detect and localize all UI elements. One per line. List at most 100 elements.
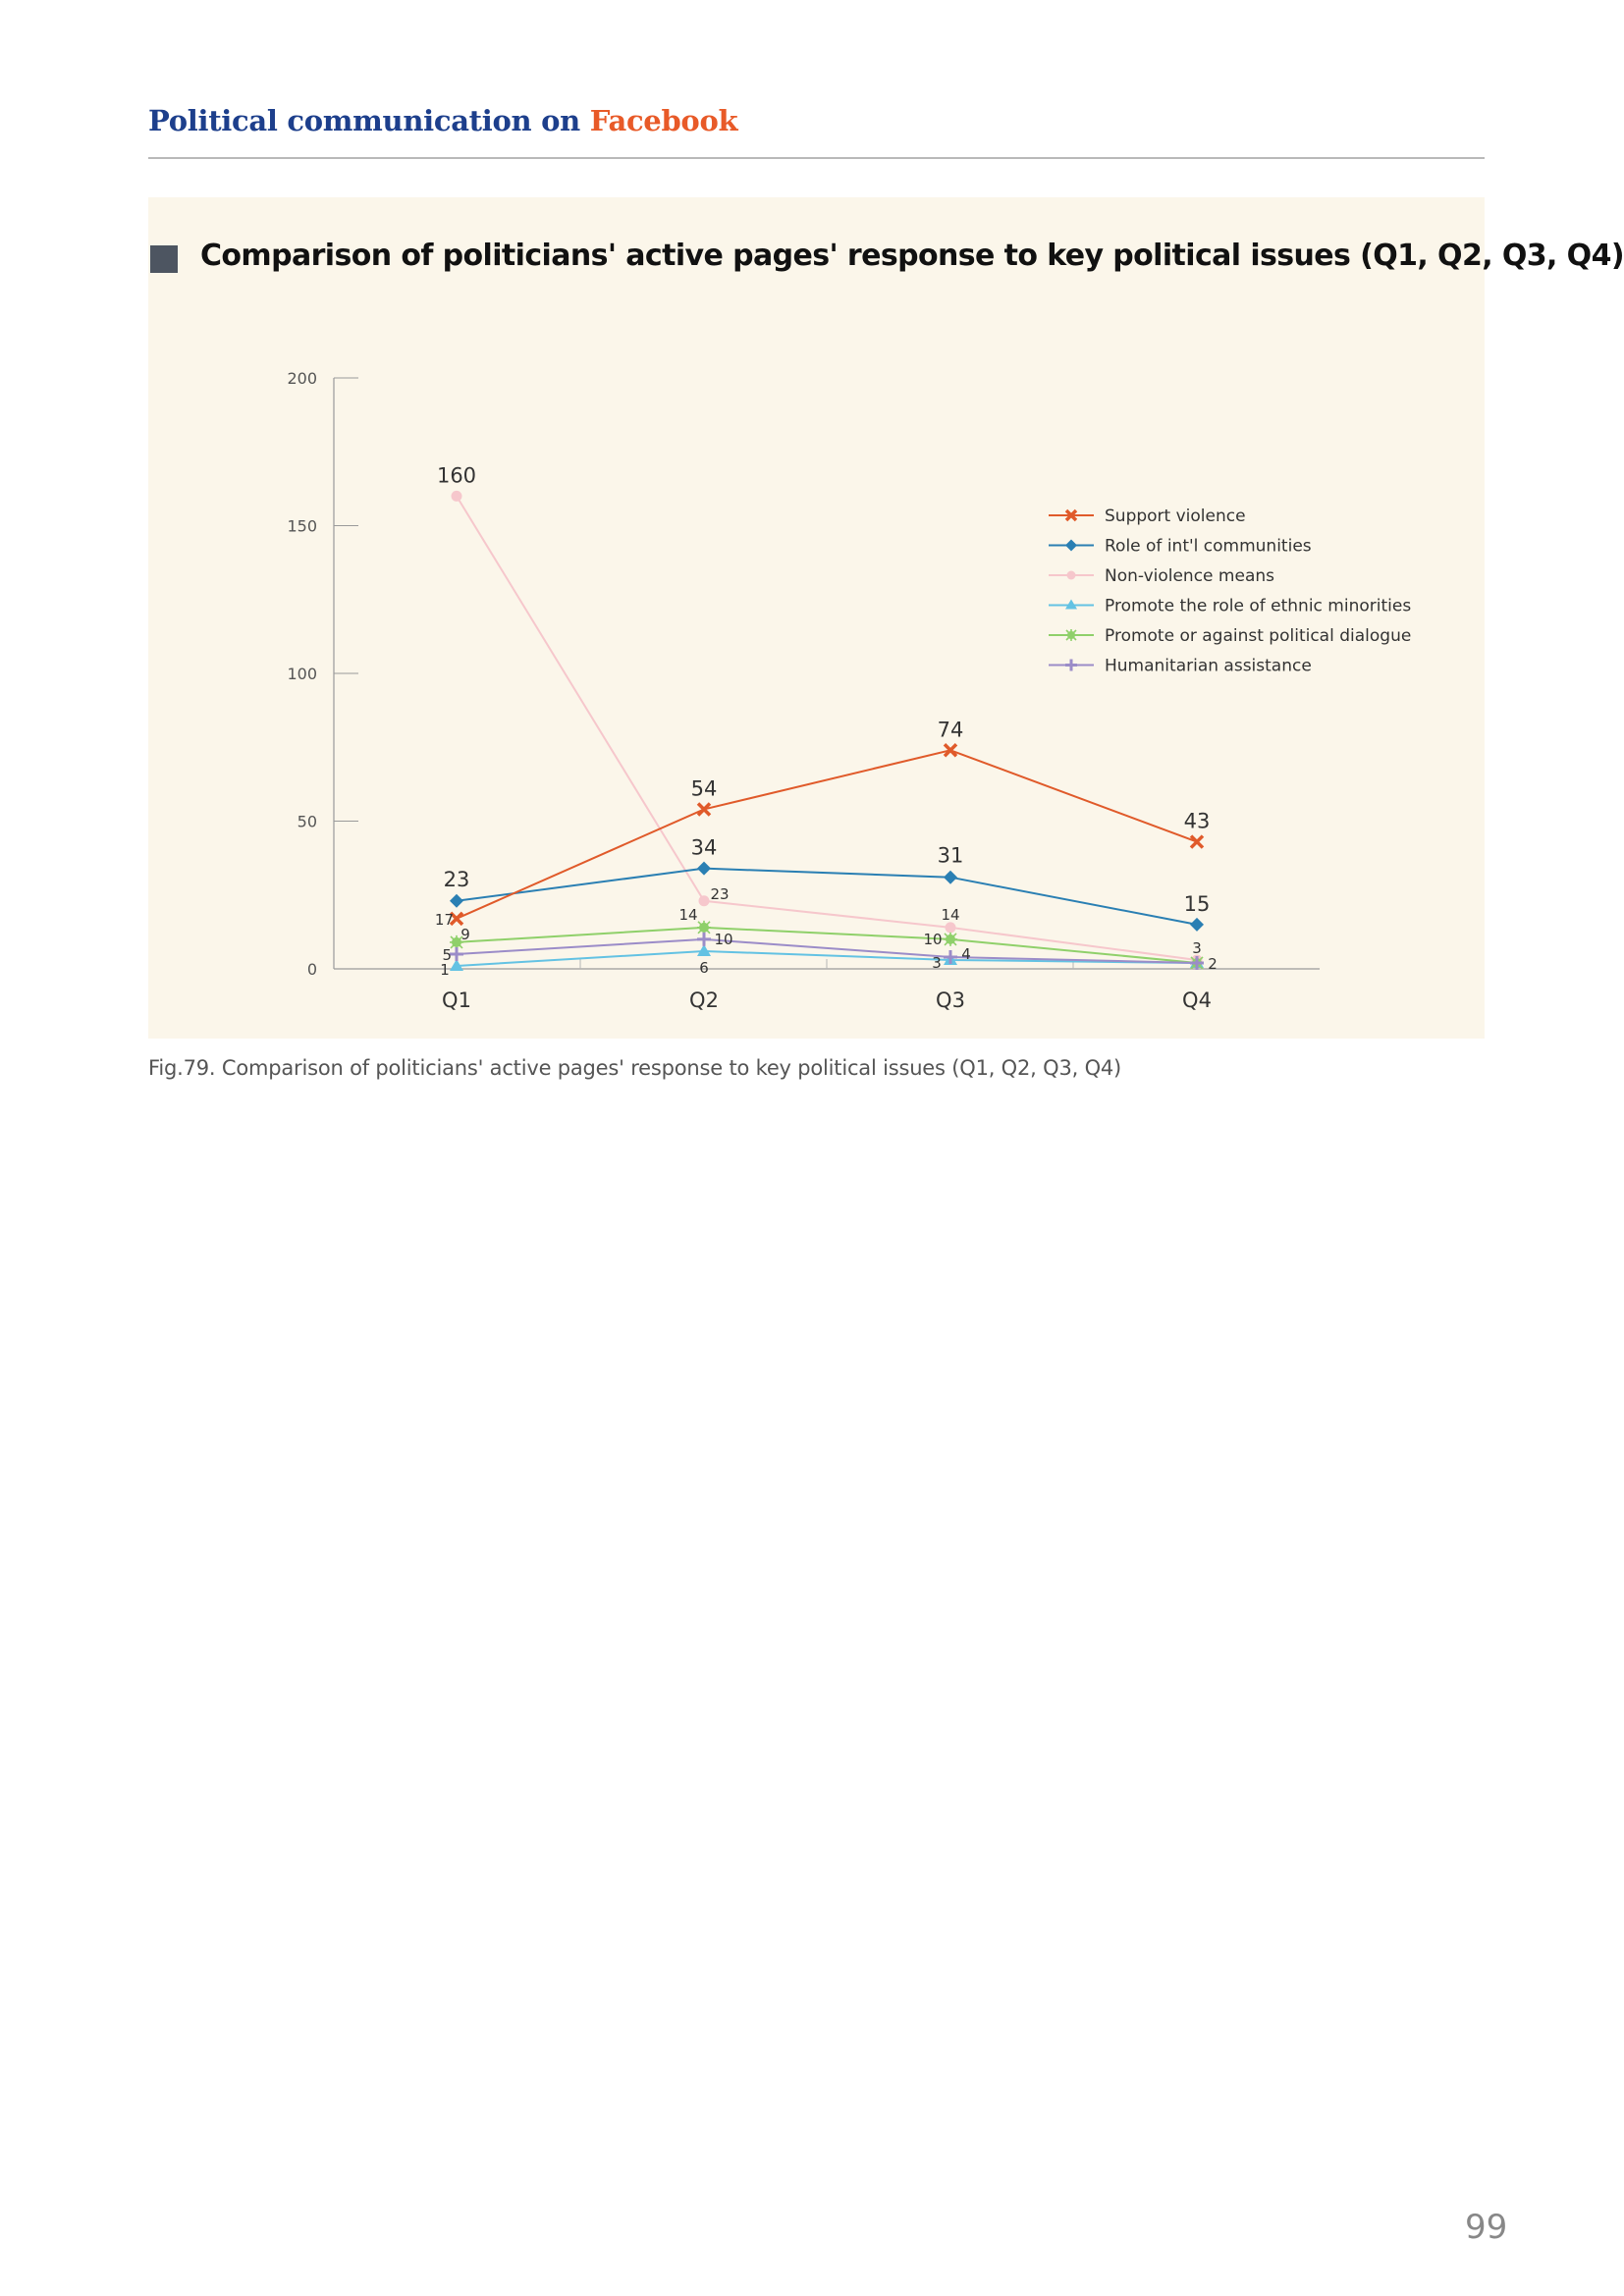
marker-cross bbox=[944, 949, 957, 964]
legend-label: Humanitarian assistance bbox=[1105, 657, 1312, 676]
marker-x bbox=[696, 802, 712, 817]
series-1 bbox=[450, 861, 1204, 932]
marker-star-rays bbox=[1065, 629, 1077, 641]
data-label: 10 bbox=[923, 931, 942, 948]
marker-x bbox=[449, 911, 464, 927]
y-tick-label: 50 bbox=[298, 813, 317, 831]
marker-triangle bbox=[450, 958, 463, 971]
data-label: 23 bbox=[710, 885, 729, 903]
marker-cross-stroke bbox=[1065, 659, 1077, 671]
page-number: 99 bbox=[1465, 2208, 1508, 2247]
data-label: 34 bbox=[691, 836, 718, 860]
marker-cross-stroke bbox=[450, 946, 463, 961]
marker-star bbox=[1065, 629, 1077, 641]
legend-item: Role of int'l communities bbox=[1049, 537, 1312, 557]
marker-triangle bbox=[697, 943, 711, 956]
figure-caption: Fig.79. Comparison of politicians' activ… bbox=[148, 1056, 1122, 1080]
marker-cross bbox=[450, 946, 463, 961]
legend-label: Support violence bbox=[1105, 507, 1246, 526]
marker-diamond bbox=[450, 893, 463, 908]
marker-x-stroke bbox=[449, 911, 464, 927]
marker-cross bbox=[1190, 955, 1204, 970]
legend-item: Promote the role of ethnic minorities bbox=[1049, 597, 1411, 616]
marker-x bbox=[1064, 508, 1078, 522]
page-header: Political communication on Facebook bbox=[148, 102, 1485, 159]
marker-cross-stroke bbox=[697, 932, 711, 946]
marker-star bbox=[697, 920, 711, 934]
series-line bbox=[456, 749, 1198, 920]
legend-label: Role of int'l communities bbox=[1105, 537, 1312, 557]
marker-star bbox=[450, 934, 463, 949]
data-label: 31 bbox=[938, 844, 964, 868]
marker-x-stroke bbox=[696, 802, 712, 817]
x-tick-label: Q3 bbox=[936, 988, 965, 1012]
header-title: Political communication on Facebook bbox=[148, 104, 738, 137]
marker-triangle bbox=[1065, 599, 1077, 610]
x-tick-label: Q4 bbox=[1182, 988, 1212, 1012]
marker-cross bbox=[1065, 659, 1077, 671]
legend-label: Promote or against political dialogue bbox=[1105, 626, 1411, 646]
marker-x bbox=[943, 743, 958, 758]
marker-diamond bbox=[697, 861, 711, 876]
y-tick-label: 0 bbox=[307, 960, 317, 979]
marker-x-stroke bbox=[1064, 508, 1078, 522]
data-label: 10 bbox=[714, 931, 732, 948]
data-label: 3 bbox=[932, 954, 942, 972]
series-line bbox=[456, 926, 1198, 964]
x-tick-label: Q2 bbox=[689, 988, 719, 1012]
chart-legend: Support violence Role of int'l communitie… bbox=[1049, 507, 1411, 676]
data-label: 160 bbox=[437, 463, 476, 487]
data-label: 5 bbox=[442, 946, 452, 964]
legend-item: Non-violence means bbox=[1049, 566, 1274, 586]
title-square-icon bbox=[150, 245, 178, 273]
marker-circle bbox=[1066, 570, 1076, 580]
series-line bbox=[456, 937, 1198, 964]
header-title-part1: Political communication on bbox=[148, 104, 580, 137]
y-tick-label: 100 bbox=[287, 665, 317, 683]
y-tick-label: 200 bbox=[287, 369, 317, 388]
data-label: 17 bbox=[435, 911, 454, 929]
marker-star bbox=[944, 932, 957, 946]
marker-cross bbox=[697, 932, 711, 946]
marker-diamond bbox=[1190, 917, 1204, 932]
data-label: 3 bbox=[1192, 939, 1202, 957]
marker-circle bbox=[698, 895, 710, 907]
data-label: 15 bbox=[1184, 892, 1211, 916]
series-line bbox=[456, 495, 1198, 961]
legend-item: Humanitarian assistance bbox=[1049, 657, 1312, 676]
data-label: 14 bbox=[678, 906, 697, 924]
marker-cross-stroke bbox=[944, 949, 957, 964]
header-title-part2: Facebook bbox=[589, 104, 738, 137]
data-label: 2 bbox=[1208, 955, 1218, 973]
data-label: 43 bbox=[1184, 810, 1211, 833]
chart-title: Comparison of politicians' active pages'… bbox=[200, 239, 1624, 273]
data-label: 54 bbox=[691, 776, 718, 800]
data-label: 74 bbox=[938, 718, 964, 741]
marker-star-rays bbox=[450, 934, 463, 949]
marker-circle bbox=[945, 922, 956, 934]
series-2 bbox=[451, 490, 1203, 966]
marker-star-rays bbox=[944, 932, 957, 946]
series-line bbox=[456, 867, 1198, 926]
data-label: 6 bbox=[699, 959, 709, 977]
marker-star-rays bbox=[697, 920, 711, 934]
marker-diamond bbox=[944, 870, 957, 884]
data-label: 1 bbox=[440, 961, 450, 979]
legend-item: Support violence bbox=[1049, 507, 1246, 526]
legend-item: Promote or against political dialogue bbox=[1049, 626, 1411, 646]
marker-circle bbox=[451, 490, 462, 502]
chart-panel: Comparison of politicians' active pages'… bbox=[148, 197, 1624, 1039]
series-0 bbox=[449, 743, 1205, 927]
marker-diamond bbox=[1065, 539, 1077, 552]
x-tick-label: Q1 bbox=[442, 988, 471, 1012]
data-label: 23 bbox=[444, 868, 470, 891]
marker-x-stroke bbox=[1189, 834, 1205, 849]
legend-label: Non-violence means bbox=[1105, 566, 1274, 586]
series-line bbox=[456, 949, 1198, 967]
y-tick-label: 150 bbox=[287, 517, 317, 536]
series-5 bbox=[450, 932, 1204, 970]
marker-x-stroke bbox=[943, 743, 958, 758]
data-label: 14 bbox=[941, 906, 959, 924]
data-label: 9 bbox=[460, 926, 470, 943]
